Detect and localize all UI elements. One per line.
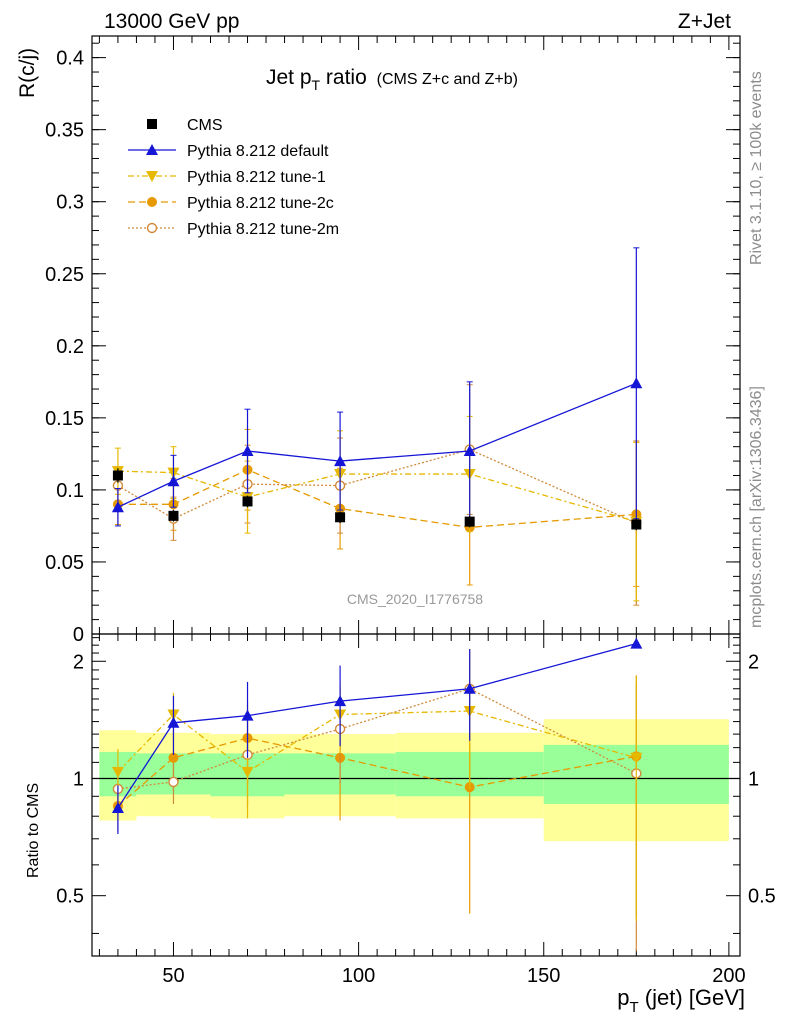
ratio-tick-label-right: 1 [748, 768, 759, 790]
ratio-tick-label: 0.5 [56, 886, 84, 908]
data-point [335, 512, 346, 523]
data-point [241, 444, 254, 456]
x-tick-label: 200 [712, 965, 745, 987]
ratio-y-axis-label: Ratio to CMS [25, 783, 42, 878]
rivet-label: Rivet 3.1.10, ≥ 100k events [748, 71, 765, 265]
series-line [117, 469, 637, 529]
data-point [464, 516, 475, 527]
chart-title-note: (CMS Z+c and Z+b) [377, 71, 518, 88]
main-plot: 0 0.05 0.1 0.15 0.2 0.25 0.3 0.35 0.4 [45, 35, 741, 646]
chart-title-sub: T [312, 77, 321, 93]
legend-marker [146, 222, 158, 234]
x-axis-label: pT (jet) [GeV] [617, 985, 745, 1016]
ratio-plot: 0.5 0.5 1 1 2 2 50 100 150 200 [56, 633, 776, 987]
data-point [630, 377, 643, 389]
header-left: 13000 GeV pp [104, 10, 239, 33]
data-point [334, 455, 347, 467]
y-tick-label: 0.1 [56, 480, 84, 502]
chart-title-main: Jet p [266, 66, 312, 89]
series-pythia-8-212-tune-1 [111, 415, 643, 602]
legend-label: Pythia 8.212 tune-2m [187, 221, 339, 238]
legend-marker [146, 171, 158, 182]
legend-label: CMS [187, 117, 223, 134]
legend-item: Pythia 8.212 tune-1 [128, 169, 326, 186]
legend-item: CMS [147, 117, 223, 134]
x-axis-label-rest: (jet) [GeV] [639, 985, 745, 1010]
analysis-watermark: CMS_2020_I1776758 [347, 591, 483, 607]
legend: CMS Pythia 8.212 default Pythia 8.212 tune… [128, 117, 339, 238]
chart-title: Jet pT ratio (CMS Z+c and Z+b) [266, 66, 518, 93]
y-tick-label: 0 [73, 624, 84, 646]
y-tick-label: 0.2 [56, 336, 84, 358]
legend-item: Pythia 8.212 default [128, 143, 329, 160]
ratio-point [463, 682, 476, 694]
legend-label: Pythia 8.212 tune-2c [187, 195, 334, 212]
legend-item: Pythia 8.212 tune-2c [128, 195, 334, 212]
ratio-line [117, 688, 637, 790]
x-tick-label: 150 [527, 965, 560, 987]
y-axis-label: R(c/j) [16, 48, 39, 98]
y-tick-label: 0.4 [56, 48, 84, 70]
series-cms [112, 468, 642, 531]
data-point [242, 496, 253, 507]
legend-label: Pythia 8.212 tune-1 [187, 169, 326, 186]
data-point [112, 470, 123, 481]
series-line [117, 382, 637, 508]
series-pythia-8-212-tune-2c [112, 428, 642, 587]
y-tick-label: 0.15 [45, 408, 84, 430]
source-label: mcplots.cern.ch [arXiv:1306.3436] [748, 386, 765, 628]
ratio-point [111, 766, 124, 778]
data-point [631, 519, 642, 530]
ratio-point [167, 716, 180, 728]
series-pythia-8-212-tune-2m [112, 384, 642, 606]
ratio-series-pythia-8-212-default [111, 637, 643, 835]
data-point [167, 475, 180, 487]
ratio-plot-frame [91, 633, 741, 957]
y-tick-label: 0.3 [56, 192, 84, 214]
y-tick-label: 0.35 [45, 120, 84, 142]
legend-marker [146, 144, 158, 155]
ratio-point [168, 752, 179, 763]
ratio-point [241, 709, 254, 721]
data-point [463, 444, 476, 456]
x-axis-label-sub: T [629, 999, 638, 1016]
data-point [168, 510, 179, 521]
ratio-point [168, 776, 179, 788]
ratio-point [111, 801, 124, 813]
x-tick-label: 50 [162, 965, 184, 987]
series-pythia-8-212-default [111, 247, 643, 527]
data-point [111, 501, 124, 513]
x-tick-label: 100 [342, 965, 375, 987]
ratio-point [241, 766, 254, 778]
ratio-tick-label: 1 [73, 768, 84, 790]
ratio-line [117, 737, 637, 807]
ratio-tick-label-right: 2 [748, 651, 759, 673]
chart-title-word: ratio [320, 66, 367, 89]
y-tick-label: 0.05 [45, 552, 84, 574]
x-axis-label-p: p [617, 985, 629, 1010]
ratio-point [334, 695, 347, 707]
ratio-line [117, 642, 637, 809]
ratio-tick-label: 2 [73, 651, 84, 673]
ratio-point [630, 637, 643, 649]
series-line [117, 470, 637, 523]
legend-marker [147, 197, 157, 207]
ratio-line [117, 710, 637, 773]
ratio-point [630, 752, 643, 764]
series-line [117, 448, 637, 524]
legend-item: Pythia 8.212 tune-2m [128, 221, 339, 238]
legend-marker [147, 119, 157, 129]
legend-label: Pythia 8.212 default [187, 143, 329, 160]
y-tick-label: 0.25 [45, 264, 84, 286]
header-right: Z+Jet [678, 10, 731, 33]
ratio-tick-label-right: 0.5 [748, 886, 776, 908]
